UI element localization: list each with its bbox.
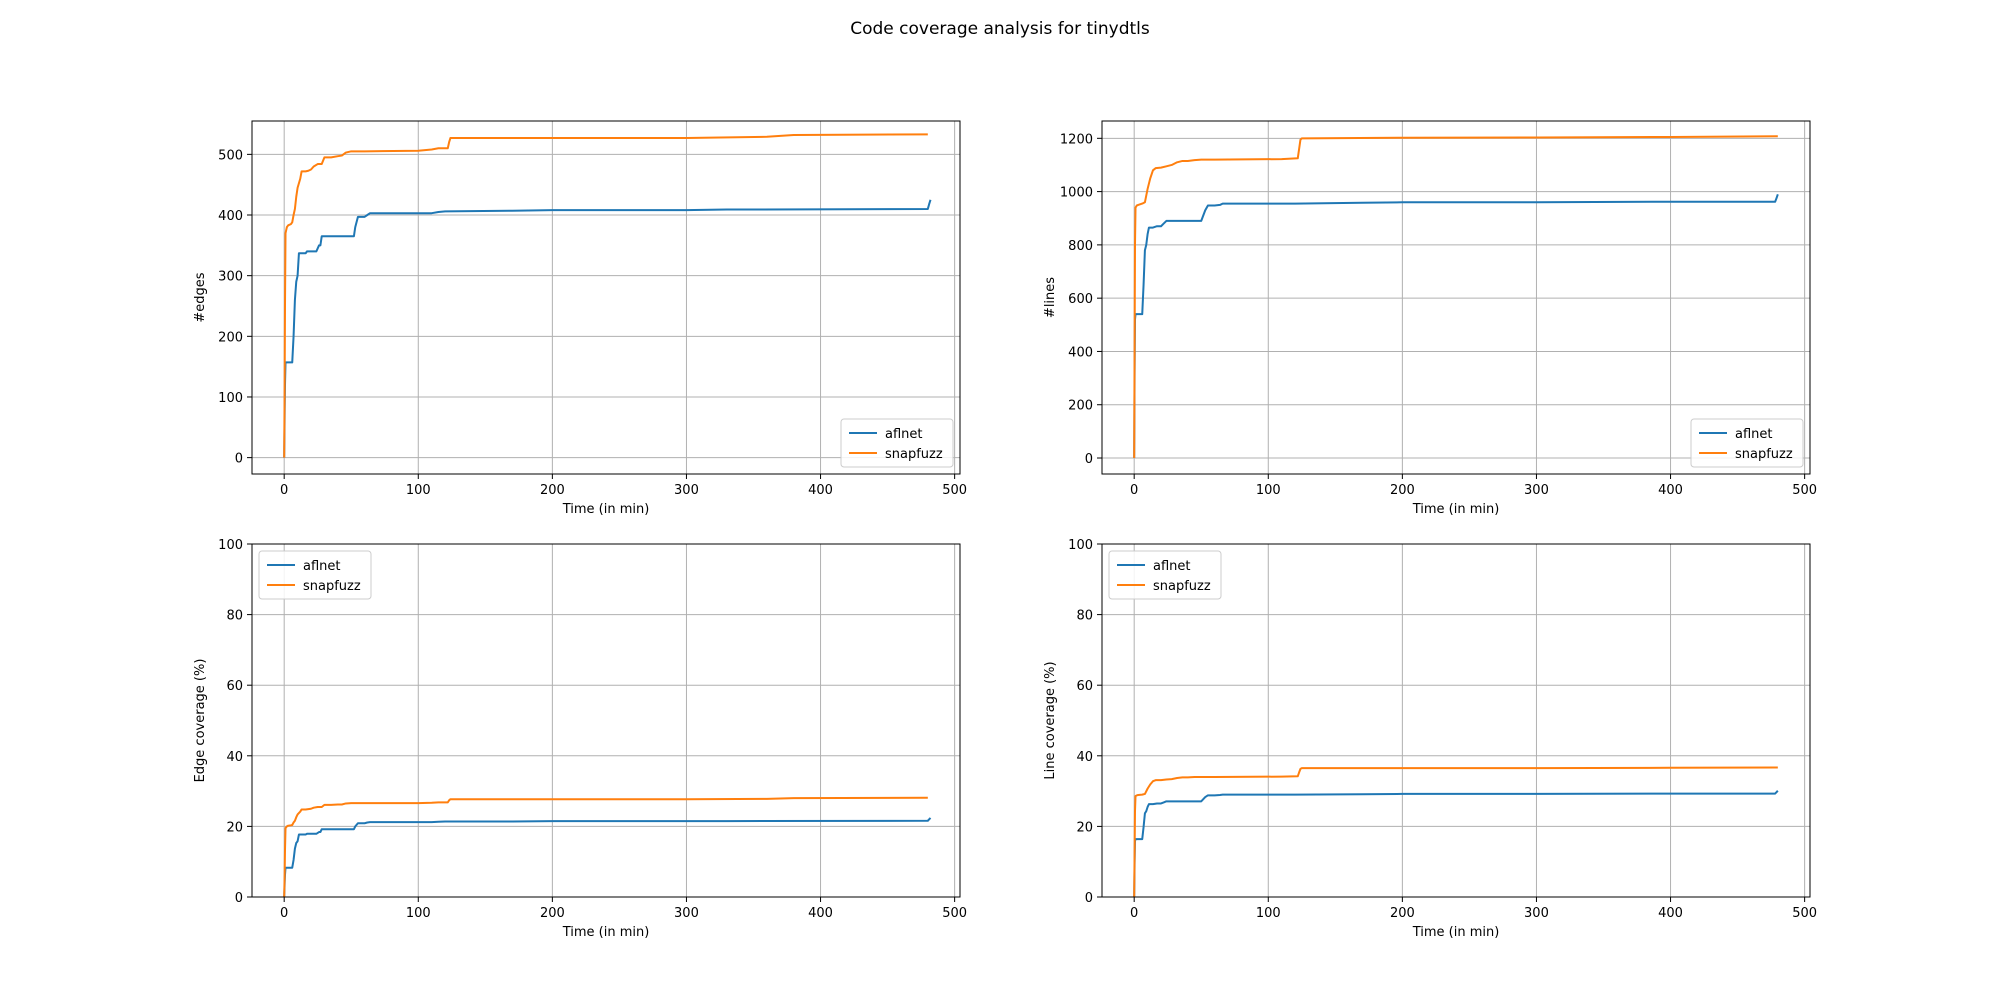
x-tick-label: 500 xyxy=(1792,906,1817,921)
x-tick-label: 500 xyxy=(1792,483,1817,498)
y-tick-label: 0 xyxy=(235,452,243,467)
y-tick-label: 400 xyxy=(1068,345,1093,360)
legend-box xyxy=(1108,550,1222,600)
y-tick-label: 20 xyxy=(226,820,243,835)
chart-panel-3: 0 100 200 300 400 500 0 20 40 60 80 100 Time (in min… xyxy=(193,538,967,940)
x-tick-label: 200 xyxy=(1390,483,1415,498)
y-tick-label: 800 xyxy=(1068,239,1093,254)
y-tick-label: 200 xyxy=(218,330,243,345)
x-tick-label: 0 xyxy=(1130,483,1138,498)
y-axis-label: #edges xyxy=(193,272,208,322)
x-tick-label: 500 xyxy=(942,483,967,498)
legend: aflnet snapfuzz xyxy=(1690,418,1804,468)
y-tick-label: 0 xyxy=(1085,891,1093,906)
y-tick-label: 1000 xyxy=(1060,186,1093,201)
y-tick-label: 1200 xyxy=(1060,132,1093,147)
y-tick-label: 400 xyxy=(218,209,243,224)
y-axis-label: #lines xyxy=(1043,277,1058,318)
x-tick-label: 200 xyxy=(540,906,565,921)
axes-frame xyxy=(1101,120,1811,475)
y-tick-label: 300 xyxy=(218,270,243,285)
y-axis-label: Line coverage (%) xyxy=(1043,661,1058,779)
y-tick-label: 500 xyxy=(218,148,243,163)
legend: aflnet snapfuzz xyxy=(258,550,372,600)
x-tick-label: 400 xyxy=(1658,483,1683,498)
y-tick-label: 100 xyxy=(218,538,243,553)
legend-box xyxy=(840,418,954,468)
y-tick-label: 60 xyxy=(1076,679,1093,694)
x-tick-label: 100 xyxy=(1256,906,1281,921)
axes-frame xyxy=(251,543,961,898)
x-axis-label: Time (in min) xyxy=(562,502,650,517)
y-tick-label: 600 xyxy=(1068,292,1093,307)
y-tick-label: 80 xyxy=(1076,609,1093,624)
chart-panel-4: 0 100 200 300 400 500 0 20 40 60 80 100 Time (in min… xyxy=(1043,538,1817,940)
x-tick-label: 500 xyxy=(942,906,967,921)
axes-frame xyxy=(251,120,961,475)
chart-panel-2: 0 100 200 300 400 500 0 200 400 600 800 1000 1200 Tim… xyxy=(1043,120,1817,517)
y-tick-label: 40 xyxy=(1076,750,1093,765)
x-tick-label: 200 xyxy=(540,483,565,498)
legend-label-aflnet: aflnet xyxy=(885,427,923,442)
x-tick-label: 0 xyxy=(280,483,288,498)
y-tick-label: 100 xyxy=(1068,538,1093,553)
x-tick-label: 400 xyxy=(1658,906,1683,921)
legend-label-snapfuzz: snapfuzz xyxy=(885,447,943,462)
legend-label-snapfuzz: snapfuzz xyxy=(303,579,361,594)
series-line-aflnet xyxy=(1133,193,1779,459)
x-tick-label: 400 xyxy=(808,483,833,498)
legend-label-aflnet: aflnet xyxy=(1735,427,1773,442)
series-line-snapfuzz xyxy=(283,796,928,898)
series-line-snapfuzz xyxy=(1133,766,1778,898)
legend: aflnet snapfuzz xyxy=(840,418,954,468)
legend-box xyxy=(1690,418,1804,468)
y-tick-label: 20 xyxy=(1076,820,1093,835)
x-tick-label: 300 xyxy=(674,483,699,498)
x-tick-label: 400 xyxy=(808,906,833,921)
y-tick-label: 60 xyxy=(226,679,243,694)
x-tick-label: 100 xyxy=(406,483,431,498)
y-tick-label: 80 xyxy=(226,609,243,624)
chart-panel-1: 0 100 200 300 400 500 0 100 200 300 400 500 Time (in… xyxy=(193,120,967,517)
x-tick-label: 100 xyxy=(1256,483,1281,498)
x-tick-label: 300 xyxy=(674,906,699,921)
x-tick-label: 0 xyxy=(1130,906,1138,921)
series-line-aflnet xyxy=(283,817,932,898)
series-line-aflnet xyxy=(283,199,932,458)
x-axis-label: Time (in min) xyxy=(562,925,650,940)
x-axis-label: Time (in min) xyxy=(1412,925,1500,940)
x-tick-label: 100 xyxy=(406,906,431,921)
y-tick-label: 0 xyxy=(1085,452,1093,467)
x-tick-label: 0 xyxy=(280,906,288,921)
legend-label-aflnet: aflnet xyxy=(303,559,341,574)
series-line-aflnet xyxy=(1133,790,1779,898)
legend-box xyxy=(258,550,372,600)
legend: aflnet snapfuzz xyxy=(1108,550,1222,600)
y-tick-label: 100 xyxy=(218,391,243,406)
axes-frame xyxy=(1101,543,1811,898)
y-tick-label: 200 xyxy=(1068,399,1093,414)
y-axis-label: Edge coverage (%) xyxy=(193,659,208,783)
y-tick-label: 0 xyxy=(235,891,243,906)
x-tick-label: 300 xyxy=(1524,906,1549,921)
series-line-snapfuzz xyxy=(1133,135,1778,459)
figure-title: Code coverage analysis for tinydtls xyxy=(850,19,1150,39)
y-tick-label: 40 xyxy=(226,750,243,765)
x-tick-label: 200 xyxy=(1390,906,1415,921)
legend-label-snapfuzz: snapfuzz xyxy=(1153,579,1211,594)
x-tick-label: 300 xyxy=(1524,483,1549,498)
x-axis-label: Time (in min) xyxy=(1412,502,1500,517)
legend-label-aflnet: aflnet xyxy=(1153,559,1191,574)
series-line-snapfuzz xyxy=(283,133,928,458)
legend-label-snapfuzz: snapfuzz xyxy=(1735,447,1793,462)
